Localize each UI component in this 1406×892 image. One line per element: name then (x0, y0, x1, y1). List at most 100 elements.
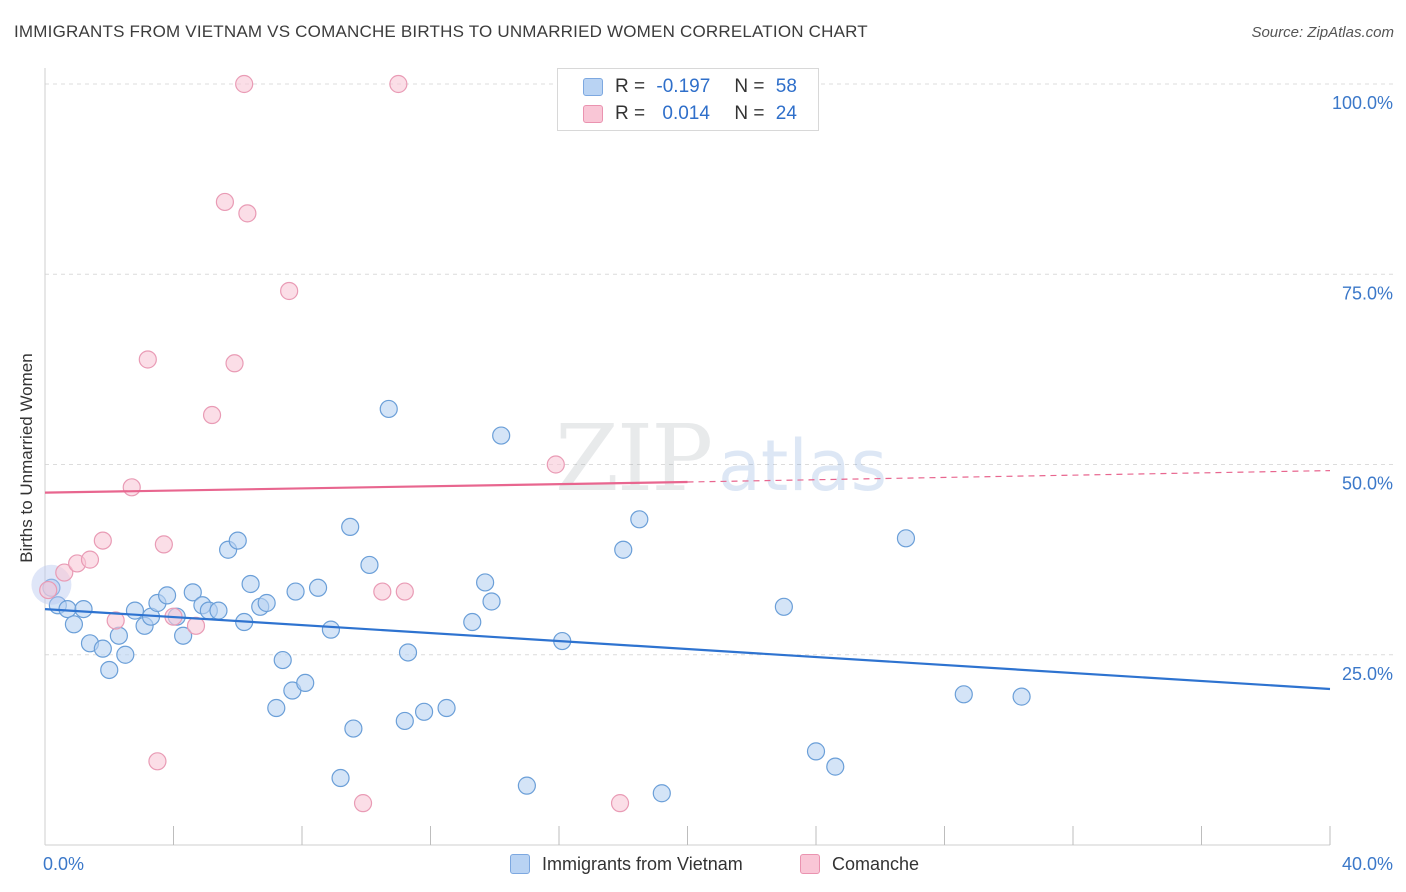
data-point (174, 626, 193, 645)
legend-label-vietnam: Immigrants from Vietnam (542, 853, 743, 874)
x-tick-labels: 0.0% 40.0% (43, 854, 1393, 874)
data-point (806, 742, 826, 761)
legend-swatch-comanche (800, 854, 820, 874)
series-immigrants-from-vietnam (31, 399, 1031, 803)
data-point (389, 74, 408, 94)
legend-swatch-vietnam (583, 78, 603, 96)
y-tick-label: 25.0% (1342, 664, 1393, 684)
data-point (353, 794, 373, 813)
data-point (109, 626, 128, 645)
data-point (373, 582, 392, 601)
data-point (774, 597, 793, 616)
data-point (80, 550, 100, 569)
legend-swatch-vietnam (510, 854, 530, 874)
data-point (652, 784, 671, 803)
data-point (183, 583, 202, 602)
data-point (1012, 687, 1031, 706)
trend-line-comanche-extension (687, 469, 1331, 483)
data-point (125, 601, 145, 620)
data-point (482, 592, 501, 611)
data-point (100, 660, 119, 680)
data-point (296, 673, 315, 693)
data-point (826, 757, 845, 776)
stats-legend: R = -0.197 N = 58 R = 0.014 N = 24 (557, 68, 819, 131)
data-point (64, 615, 84, 634)
data-point (492, 426, 511, 445)
data-point (395, 711, 414, 731)
data-point (215, 192, 234, 212)
data-point (106, 611, 125, 630)
data-point (280, 281, 299, 301)
y-tick-label: 100.0% (1332, 93, 1393, 113)
legend-item-comanche: Comanche (800, 852, 919, 876)
data-point (630, 510, 649, 529)
watermark-zip: ZIP (555, 405, 711, 512)
data-point (55, 563, 74, 582)
n-label: N = (734, 76, 765, 97)
n-label: N = (734, 103, 765, 124)
data-point (228, 531, 247, 550)
r-value-vietnam: -0.197 (656, 76, 711, 97)
data-point (896, 529, 916, 548)
data-point (379, 399, 398, 419)
y-tick-label: 50.0% (1342, 474, 1393, 494)
data-point (138, 350, 157, 369)
chart-source: Source: ZipAtlas.com (1251, 24, 1394, 41)
data-point (476, 573, 495, 592)
trend-line-vietnam (44, 607, 1331, 691)
stats-row-comanche: R = 0.014 N = 24 (583, 101, 797, 127)
data-point (235, 74, 254, 94)
data-point (154, 535, 173, 554)
data-point (186, 616, 206, 635)
data-point (209, 601, 228, 620)
gridlines (45, 83, 1393, 656)
data-point (308, 578, 328, 597)
trend-line-comanche (44, 480, 688, 494)
data-point (954, 685, 973, 704)
axes (44, 68, 1331, 846)
data-point (546, 455, 565, 474)
data-point (321, 620, 341, 639)
data-point (273, 650, 292, 670)
data-point (116, 645, 135, 664)
x-tick-label: 0.0% (43, 854, 84, 874)
data-point (395, 582, 414, 601)
legend-item-vietnam: Immigrants from Vietnam (510, 852, 743, 876)
data-point (463, 612, 482, 632)
r-value-comanche: 0.014 (662, 103, 710, 124)
data-point (614, 540, 633, 559)
legend-swatch-comanche (583, 105, 603, 123)
data-point (414, 702, 434, 721)
r-label: R = (615, 103, 646, 124)
data-point (225, 354, 244, 373)
n-value-vietnam: 58 (775, 76, 797, 97)
data-point (341, 517, 360, 537)
data-point (360, 555, 379, 575)
data-point (74, 599, 93, 619)
data-point (157, 586, 177, 605)
data-point (122, 478, 141, 497)
chart-title: IMMIGRANTS FROM VIETNAM VS COMANCHE BIRT… (14, 22, 868, 41)
data-point (517, 776, 536, 795)
data-point (39, 580, 58, 600)
series-comanche (39, 74, 630, 813)
trend-lines (44, 469, 1331, 691)
legend-label-comanche: Comanche (832, 853, 920, 874)
r-label: R = (615, 76, 646, 97)
data-point (93, 639, 112, 658)
data-point (437, 698, 456, 718)
data-point (344, 719, 363, 738)
y-tick-labels: 100.0% 75.0% 50.0% 25.0% (1332, 93, 1393, 684)
n-value-comanche: 24 (775, 103, 797, 124)
data-point (148, 752, 167, 771)
data-point (257, 593, 276, 613)
data-point (93, 531, 112, 550)
data-point (267, 698, 286, 718)
watermark-atlas: atlas (718, 425, 887, 507)
data-point (286, 582, 305, 601)
stats-row-vietnam: R = -0.197 N = 58 (583, 74, 797, 100)
data-point (202, 405, 222, 425)
data-point (241, 574, 260, 594)
data-point (331, 768, 350, 788)
